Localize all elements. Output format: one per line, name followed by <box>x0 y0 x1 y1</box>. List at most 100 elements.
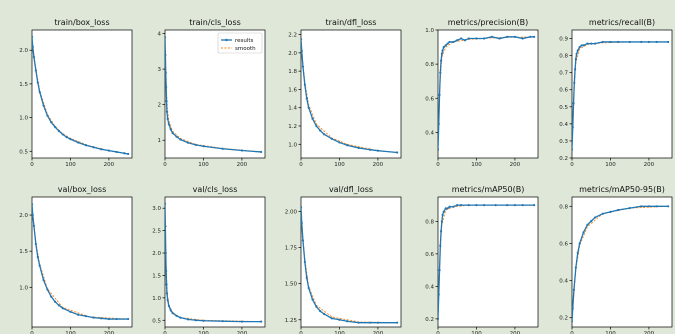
data-point <box>46 114 49 117</box>
data-point <box>438 93 441 96</box>
data-point <box>456 204 459 207</box>
data-point <box>165 202 167 205</box>
x-tick-label: 0 <box>163 162 167 168</box>
data-point <box>303 83 306 86</box>
data-point <box>441 49 444 52</box>
subplot-title: train/box_loss <box>54 18 109 27</box>
data-point <box>307 106 310 109</box>
data-point <box>240 320 244 323</box>
subplot-train-dfl-loss: train/dfl_loss 1.0 1.2 1.4 1.6 1.8 2.0 2.2 0 100 2… <box>288 18 402 168</box>
y-tick-label: 1.75 <box>285 246 298 252</box>
data-point <box>533 204 536 207</box>
y-tick-label: 2.5 <box>152 229 161 235</box>
x-tick-label: 100 <box>198 331 209 334</box>
data-point <box>169 128 172 131</box>
data-point <box>53 125 57 129</box>
subplot-title: val/cls_loss <box>193 185 238 194</box>
data-point <box>396 151 399 154</box>
data-point <box>580 44 583 47</box>
series-line-results <box>32 36 129 155</box>
data-point <box>65 136 68 139</box>
data-point <box>357 321 360 324</box>
data-point <box>92 146 95 149</box>
data-point <box>572 126 574 129</box>
data-point <box>61 307 64 310</box>
y-tick-label: 1.8 <box>288 69 297 75</box>
data-point <box>69 310 72 313</box>
plot-area <box>31 29 133 159</box>
data-point <box>521 37 524 40</box>
data-point <box>572 307 574 310</box>
data-point <box>36 81 39 84</box>
y-tick-label: 1.5 <box>152 273 161 279</box>
data-point <box>107 317 111 321</box>
x-tick-label: 100 <box>334 331 345 334</box>
series-line-results <box>165 37 262 153</box>
data-point <box>165 225 167 228</box>
data-point <box>165 251 167 255</box>
plot-area <box>300 29 402 159</box>
y-tick-label: 3 <box>158 67 162 73</box>
data-point <box>573 81 576 85</box>
data-point <box>586 42 589 45</box>
y-tick-label: 0.2 <box>559 156 568 162</box>
x-tick-label: 100 <box>605 331 616 334</box>
data-point <box>441 213 444 216</box>
data-point <box>32 213 34 217</box>
data-point <box>439 59 443 62</box>
data-point <box>311 298 314 301</box>
data-point <box>582 231 585 234</box>
y-tick-label: 0.8 <box>425 62 434 68</box>
subplot-val-cls-loss: val/cls_loss 0.5 1.0 1.5 2.0 2.5 3.0 0 100 200 <box>152 185 266 334</box>
y-tick-label: 1.0 <box>19 116 28 122</box>
data-point <box>123 152 126 155</box>
data-point <box>440 220 443 223</box>
data-point <box>84 144 87 147</box>
data-point <box>446 42 449 45</box>
data-point <box>301 38 303 41</box>
y-tick-label: 0.6 <box>425 96 434 102</box>
data-point <box>77 141 80 144</box>
x-tick-label: 200 <box>237 331 248 334</box>
data-point <box>475 204 478 207</box>
data-point <box>498 37 501 40</box>
series-line-results <box>165 203 262 323</box>
data-point <box>167 304 170 308</box>
y-tick-label: 1.50 <box>285 282 298 288</box>
y-tick-label: 0.4 <box>425 130 434 136</box>
legend: results smooth <box>217 32 263 54</box>
data-point <box>107 149 111 152</box>
data-point <box>221 320 224 323</box>
x-tick-label: 0 <box>299 331 303 334</box>
data-point <box>578 45 581 49</box>
data-point <box>452 205 455 208</box>
y-tick-label: 1.4 <box>288 106 297 112</box>
y-tick-label: 2.2 <box>288 33 297 39</box>
data-point <box>301 49 303 53</box>
data-point <box>617 40 620 44</box>
data-point <box>166 299 169 302</box>
data-point <box>575 52 578 55</box>
x-tick-label: 100 <box>65 162 76 168</box>
x-tick-label: 0 <box>570 331 574 334</box>
y-tick-label: 1.6 <box>288 87 297 93</box>
subplot-train-box-loss: train/box_loss 0.5 1.0 1.5 2.0 0 100 200 <box>19 18 133 168</box>
data-point <box>576 49 579 52</box>
y-tick-label: 0.6 <box>559 241 568 247</box>
data-point <box>169 309 172 312</box>
subplot-title: val/box_loss <box>58 185 106 194</box>
data-point <box>346 320 349 323</box>
data-point <box>42 278 45 282</box>
data-point <box>628 40 631 44</box>
data-point <box>179 316 182 319</box>
data-point <box>438 317 440 320</box>
data-point <box>301 221 303 225</box>
data-point <box>307 286 310 290</box>
data-point <box>572 320 574 323</box>
data-point <box>593 42 597 45</box>
data-point <box>53 300 57 303</box>
y-tick-label: 0.2 <box>425 317 434 323</box>
data-point <box>175 314 178 317</box>
